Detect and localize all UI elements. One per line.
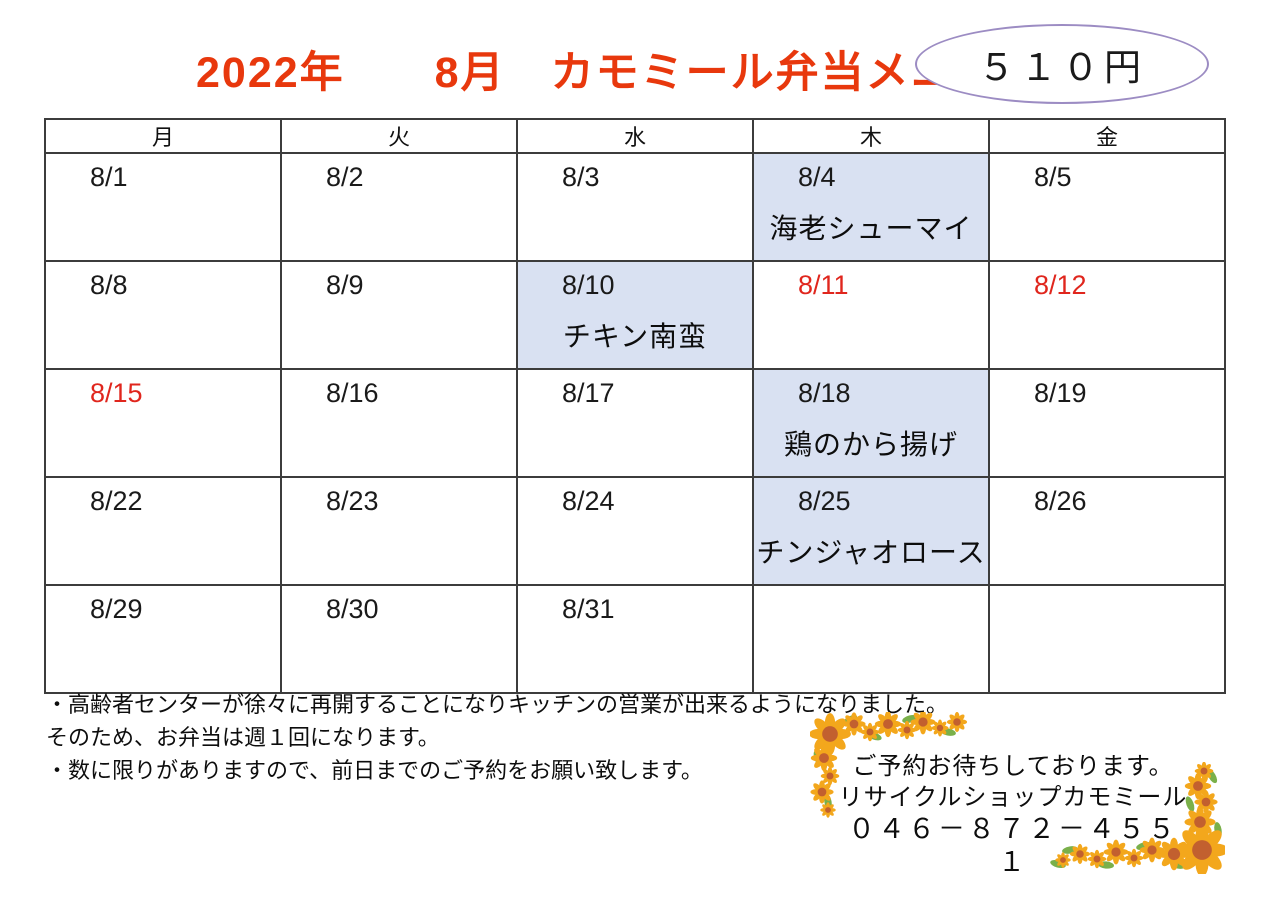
- calendar-cell: 8/23: [280, 476, 518, 586]
- calendar-cell: 8/22: [44, 476, 282, 586]
- date-label: 8/31: [562, 594, 615, 624]
- shop-name: リサイクルショップカモミール: [838, 784, 1188, 811]
- date-label-holiday: 8/11: [798, 270, 849, 300]
- calendar-cell: 8/19: [988, 368, 1226, 478]
- date-label: 8/4: [798, 162, 836, 192]
- calendar-cell: 8/16: [280, 368, 518, 478]
- date-label: 8/23: [326, 486, 379, 516]
- date-label: 8/1: [90, 162, 128, 192]
- menu-label: 海老シューマイ: [769, 213, 973, 244]
- day-header-thu: 木: [752, 118, 990, 154]
- day-header-tue: 火: [280, 118, 518, 154]
- calendar-cell: 8/12: [988, 260, 1226, 370]
- calendar-cell: 8/31: [516, 584, 754, 694]
- calendar-week-row: 8/15 8/16 8/17 8/18 鶏のから揚げ 8/19: [44, 368, 1226, 478]
- calendar-cell: 8/3: [516, 152, 754, 262]
- day-header-wed: 水: [516, 118, 754, 154]
- date-label: 8/9: [326, 270, 364, 300]
- date-label: 8/25: [798, 486, 851, 516]
- calendar-cell: 8/24: [516, 476, 754, 586]
- calendar-cell: 8/8: [44, 260, 282, 370]
- calendar-week-row: 8/8 8/9 8/10 チキン南蛮 8/11 8/12: [44, 260, 1226, 370]
- price-text: ５１０円: [978, 47, 1146, 88]
- menu-label: 鶏のから揚げ: [783, 429, 958, 460]
- page-title: 2022年 8月 カモミール弁当メニュー: [196, 49, 1046, 97]
- calendar-cell: 8/11: [752, 260, 990, 370]
- date-label: 8/18: [798, 378, 851, 408]
- calendar-cell-menu-day: 8/10 チキン南蛮: [516, 260, 754, 370]
- date-label: 8/5: [1034, 162, 1072, 192]
- calendar-cell: 8/9: [280, 260, 518, 370]
- phone-number: ０４６－８７２－４５５１: [848, 814, 1178, 877]
- calendar-cell: 8/5: [988, 152, 1226, 262]
- calendar-cell-empty: [752, 584, 990, 694]
- date-label-holiday: 8/12: [1034, 270, 1087, 300]
- day-header-row: 月 火 水 木 金: [44, 118, 1226, 154]
- contact-block: ご予約お待ちしております。 リサイクルショップカモミール ０４６－８７２－４５５…: [838, 751, 1188, 879]
- calendar-cell: 8/1: [44, 152, 282, 262]
- calendar-cell-menu-day: 8/4 海老シューマイ: [752, 152, 990, 262]
- footer-notes: ・高齢者センターが徐々に再開することになりキッチンの営業が出来るようになりました…: [46, 688, 948, 787]
- date-label: 8/8: [90, 270, 128, 300]
- date-label: 8/2: [326, 162, 364, 192]
- date-label-holiday: 8/15: [90, 378, 143, 408]
- calendar-cell: 8/2: [280, 152, 518, 262]
- date-label: 8/17: [562, 378, 615, 408]
- menu-label: チンジャオロース: [756, 537, 986, 568]
- date-label: 8/10: [562, 270, 615, 300]
- calendar-cell: 8/29: [44, 584, 282, 694]
- date-label: 8/26: [1034, 486, 1087, 516]
- date-label: 8/16: [326, 378, 379, 408]
- date-label: 8/29: [90, 594, 143, 624]
- calendar-cell-empty: [988, 584, 1226, 694]
- calendar-cell-menu-day: 8/25 チンジャオロース: [752, 476, 990, 586]
- calendar-cell: 8/26: [988, 476, 1226, 586]
- date-label: 8/22: [90, 486, 143, 516]
- date-label: 8/19: [1034, 378, 1087, 408]
- calendar-cell: 8/17: [516, 368, 754, 478]
- calendar-week-row: 8/22 8/23 8/24 8/25 チンジャオロース 8/26: [44, 476, 1226, 586]
- note-line: そのため、お弁当は週１回になります。: [46, 725, 440, 750]
- note-line: ・数に限りがありますので、前日までのご予約をお願い致します。: [46, 758, 703, 783]
- day-header-fri: 金: [988, 118, 1226, 154]
- reservation-message: ご予約お待ちしております。: [852, 753, 1174, 780]
- calendar-cell: 8/30: [280, 584, 518, 694]
- calendar-cell: 8/15: [44, 368, 282, 478]
- note-line: ・高齢者センターが徐々に再開することになりキッチンの営業が出来るようになりました…: [46, 692, 949, 717]
- date-label: 8/3: [562, 162, 600, 192]
- calendar-week-row: 8/29 8/30 8/31: [44, 584, 1226, 694]
- menu-label: チキン南蛮: [562, 321, 708, 352]
- calendar-week-row: 8/1 8/2 8/3 8/4 海老シューマイ 8/5: [44, 152, 1226, 262]
- day-header-mon: 月: [44, 118, 282, 154]
- price-badge: ５１０円: [915, 24, 1209, 104]
- calendar-table: 月 火 水 木 金 8/1 8/2 8/3 8/4 海老シューマイ 8/5 8/…: [44, 118, 1226, 694]
- calendar-cell-menu-day: 8/18 鶏のから揚げ: [752, 368, 990, 478]
- date-label: 8/30: [326, 594, 379, 624]
- date-label: 8/24: [562, 486, 615, 516]
